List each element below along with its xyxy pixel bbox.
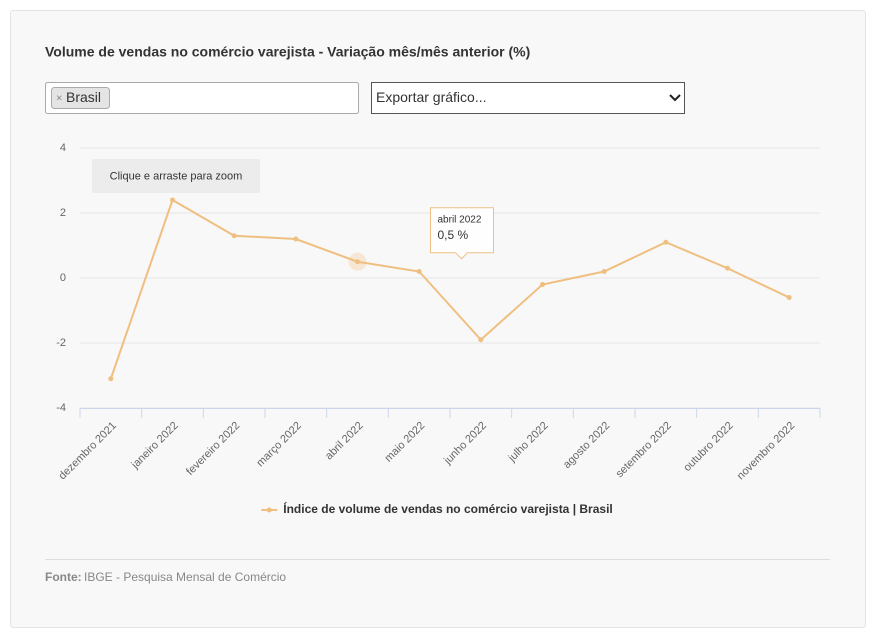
source: IBGE - Pesquisa Mensal de Comércio	[84, 570, 286, 584]
chart-title: Volume de vendas no comércio varejista -…	[45, 44, 530, 60]
tooltip-value: 0,5 %	[438, 228, 469, 242]
y-tick-label: 0	[60, 272, 66, 284]
export-select[interactable]	[371, 82, 685, 114]
point	[663, 239, 669, 245]
chip-label: Brasil	[66, 89, 101, 105]
y-tick-label: -2	[56, 337, 66, 349]
y-tick-label: 4	[60, 142, 66, 154]
point	[601, 269, 607, 274]
zoom-hint: Clique e arraste para zoom	[110, 170, 243, 182]
point	[478, 337, 484, 343]
point	[355, 259, 360, 265]
point	[231, 233, 237, 239]
y-tick-label: -4	[56, 402, 66, 414]
y-tick-label: 2	[60, 207, 66, 219]
point	[416, 269, 422, 274]
filter-chip[interactable]	[51, 87, 110, 109]
point	[170, 197, 175, 203]
filter-input[interactable]	[45, 82, 359, 114]
chip-remove[interactable]: ×	[56, 92, 62, 104]
select-arrow	[669, 94, 681, 102]
series-line	[109, 198, 790, 380]
tooltip-category: abril 2022	[438, 214, 482, 225]
legend: Índice de volume de vendas no comércio v…	[261, 501, 613, 516]
legend-label: Índice de volume de vendas no comércio v…	[283, 501, 612, 516]
point	[540, 282, 545, 287]
tooltip	[430, 207, 494, 260]
zoom-hint-box	[92, 159, 260, 193]
point	[293, 236, 299, 242]
point	[786, 295, 792, 300]
export-select-label: Exportar gráfico...	[376, 89, 487, 105]
point	[108, 376, 114, 382]
point	[725, 265, 730, 271]
source-label: Fonte:	[45, 570, 82, 584]
legend-marker	[266, 507, 272, 513]
